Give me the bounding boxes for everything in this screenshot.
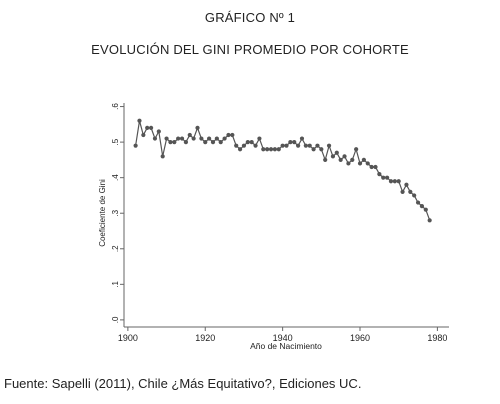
series-line: [135, 120, 431, 221]
data-point: [400, 189, 405, 194]
chart-title: EVOLUCIÓN DEL GINI PROMEDIO POR COHORTE: [91, 42, 409, 57]
data-point: [237, 147, 243, 152]
data-point: [195, 125, 200, 130]
data-point: [222, 136, 227, 141]
data-point: [396, 179, 401, 184]
x-tick-label: 1900: [118, 333, 138, 343]
y-tick-label: .4: [111, 174, 120, 181]
data-point: [326, 143, 332, 148]
data-point: [168, 140, 173, 145]
x-axis-label: Año de Nacimiento: [250, 341, 322, 351]
data-point: [148, 125, 154, 130]
data-point: [415, 200, 421, 205]
data-point: [199, 136, 204, 141]
data-point: [323, 157, 328, 162]
data-point: [218, 140, 223, 145]
data-point: [241, 143, 247, 148]
data-point: [384, 175, 390, 180]
x-tick-label: 1980: [427, 333, 447, 343]
x-tick-label: 1960: [350, 333, 370, 343]
data-point: [172, 140, 177, 145]
data-point: [373, 164, 378, 170]
data-point: [377, 172, 382, 177]
data-point: [338, 157, 343, 162]
data-point: [315, 143, 320, 148]
data-point: [292, 140, 297, 145]
y-tick-label: .1: [111, 280, 120, 287]
data-point: [179, 136, 185, 141]
source-note: Fuente: Sapelli (2011), Chile ¿Más Equit…: [4, 376, 362, 391]
y-axis-label: Coeficiente de Gini: [98, 179, 107, 247]
data-point: [311, 147, 316, 152]
data-point: [226, 132, 231, 138]
data-point: [357, 161, 363, 166]
data-point: [408, 189, 413, 194]
data-point: [191, 136, 196, 141]
data-point: [261, 147, 266, 152]
data-point: [392, 179, 397, 184]
data-point: [164, 136, 169, 141]
data-point: [334, 150, 339, 155]
data-point: [230, 132, 235, 138]
data-point: [280, 143, 285, 148]
data-point: [419, 204, 425, 209]
data-point: [272, 147, 277, 152]
data-point: [369, 164, 374, 170]
data-point: [350, 157, 355, 162]
data-point: [354, 147, 359, 152]
data-point: [319, 147, 324, 152]
data-point: [346, 161, 351, 166]
data-point: [141, 132, 146, 138]
data-point: [303, 143, 308, 148]
data-point: [207, 136, 212, 141]
y-tick-label: .6: [111, 103, 120, 110]
data-point: [342, 154, 347, 159]
y-tick-label: .0: [111, 316, 120, 323]
data-point: [234, 143, 239, 148]
data-point: [284, 143, 289, 148]
data-point: [245, 140, 250, 145]
y-tick-label: .3: [111, 209, 120, 216]
data-point: [288, 140, 293, 145]
data-point: [257, 136, 262, 141]
data-point: [133, 143, 138, 148]
data-point: [145, 125, 150, 130]
x-tick-label: 1940: [273, 333, 293, 343]
data-point: [365, 161, 370, 166]
x-tick-label: 1920: [195, 333, 215, 343]
data-point: [187, 132, 192, 138]
data-point: [404, 182, 409, 187]
data-point: [276, 147, 281, 152]
data-point: [361, 157, 366, 162]
data-point: [176, 136, 181, 141]
data-point: [183, 140, 189, 145]
data-point: [265, 147, 270, 152]
data-point: [381, 175, 386, 180]
data-point: [156, 129, 161, 134]
y-tick-label: .2: [111, 245, 120, 252]
data-point: [423, 207, 428, 212]
data-point: [412, 193, 417, 198]
data-point: [253, 143, 258, 148]
data-point: [330, 154, 336, 159]
data-point: [388, 179, 394, 184]
data-point: [296, 143, 301, 148]
data-point: [152, 136, 158, 141]
data-point: [427, 218, 432, 223]
figure-label: GRÁFICO Nº 1: [204, 10, 296, 25]
data-point: [210, 140, 216, 145]
data-point: [214, 136, 219, 141]
data-point: [203, 140, 208, 145]
data-point: [137, 118, 142, 123]
data-point: [249, 140, 254, 145]
data-point: [268, 147, 274, 152]
y-tick-label: .5: [111, 138, 120, 145]
data-point: [160, 154, 165, 159]
data-point: [299, 136, 305, 141]
data-point: [307, 143, 312, 148]
